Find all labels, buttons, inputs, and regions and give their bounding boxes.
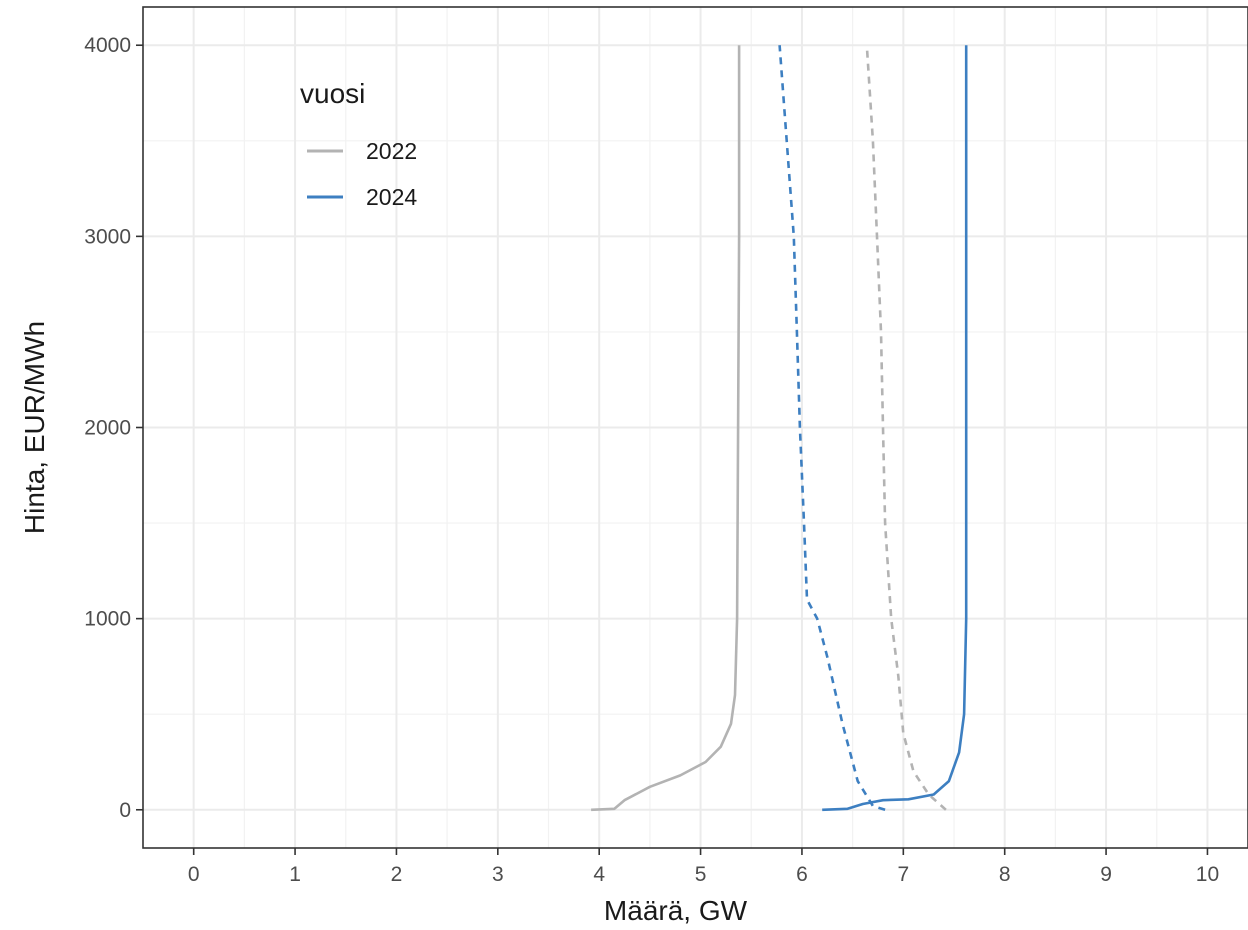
x-tick-label: 9 — [1100, 863, 1112, 886]
x-tick-label: 1 — [289, 863, 301, 886]
series-lines — [591, 45, 968, 812]
x-tick-label: 5 — [695, 863, 707, 886]
x-tick-label: 4 — [593, 863, 605, 886]
y-tick-label: 0 — [119, 799, 131, 822]
series-line-2024-dashed — [778, 45, 886, 812]
x-tick-label: 8 — [999, 863, 1011, 886]
x-tick-label: 3 — [492, 863, 504, 886]
y-tick-label: 3000 — [84, 225, 131, 248]
x-tick-label: 6 — [796, 863, 808, 886]
x-axis-title: Määrä, GW — [604, 895, 748, 926]
series-line-2022-solid — [591, 45, 741, 812]
y-tick-label: 4000 — [84, 34, 131, 57]
y-axis-title: Hinta, EUR/MWh — [19, 321, 50, 534]
y-tick-label: 1000 — [84, 608, 131, 631]
x-tick-label: 2 — [391, 863, 403, 886]
x-tick-label: 0 — [188, 863, 200, 886]
grid-lines — [143, 7, 1248, 848]
y-tick-label: 2000 — [84, 417, 131, 440]
x-tick-label: 10 — [1196, 863, 1219, 886]
legend: vuosi 2022 2024 — [300, 78, 417, 210]
legend-label-2024: 2024 — [366, 184, 417, 210]
series-line-2022-dashed — [865, 45, 947, 811]
axes: 0 1 2 3 4 5 6 7 8 9 10 0 1000 2000 3000 4000 — [84, 6, 1248, 886]
x-tick-label: 7 — [897, 863, 909, 886]
legend-title: vuosi — [300, 78, 365, 109]
legend-label-2022: 2022 — [366, 138, 417, 164]
series-line-2024-solid — [822, 45, 968, 812]
